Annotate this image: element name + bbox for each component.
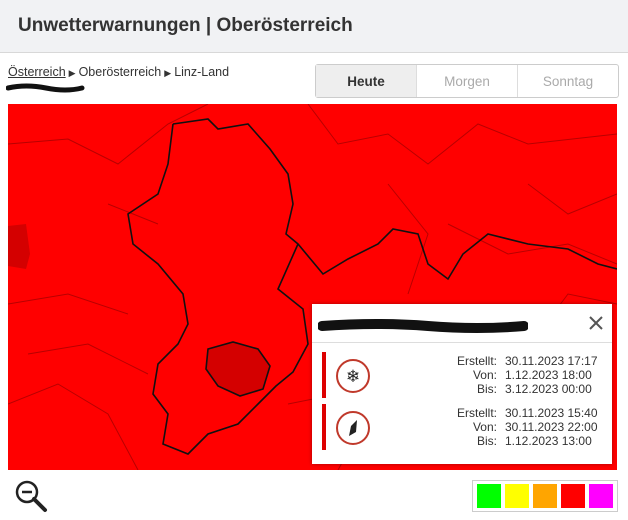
warning: Erstellt: 30.11.2023 15:40 Von: 30.11.2023… [322,404,602,450]
label: Von: [472,368,497,382]
crumb[interactable]: Österreich [8,65,66,79]
day-tabs: Heute Morgen Sonntag [315,64,619,98]
redaction [318,319,528,333]
legend-swatch [533,484,557,508]
value: 30.11.2023 22:00 [505,420,598,434]
warning-popup: ❄ Erstellt: 30.11.2023 17:17 Von: 1.12.202… [312,304,612,464]
legend-swatch [505,484,529,508]
label: Von: [472,420,497,434]
legend [472,480,618,512]
page-title: Unwetterwarnungen | Oberösterreich [18,15,353,36]
close-button[interactable] [588,315,604,331]
zoom-button[interactable] [14,479,48,513]
tab[interactable]: Sonntag [517,65,618,97]
label: Erstellt: [456,354,497,368]
legend-swatch [561,484,585,508]
svg-text:❄: ❄ [346,367,360,386]
value: 3.12.2023 00:00 [505,382,592,396]
label: Bis: [476,434,497,448]
tab[interactable]: Morgen [416,65,517,97]
snow-icon: ❄ [336,359,370,393]
value: 30.11.2023 17:17 [505,354,598,368]
divider [312,342,612,343]
legend-swatch [477,484,501,508]
warning: ❄ Erstellt: 30.11.2023 17:17 Von: 1.12.202… [322,352,602,398]
value: 30.11.2023 15:40 [505,406,598,420]
crumb[interactable]: Oberösterreich [78,65,162,79]
tab[interactable]: Heute [316,65,416,97]
value: 1.12.2023 18:00 [505,368,592,382]
breadcrumb: Österreich ▶ Oberösterreich ▶ Linz-Land [8,65,230,79]
header [0,0,628,53]
label: Bis: [476,382,497,396]
redaction [6,83,85,93]
ice-icon [336,411,370,445]
label: Erstellt: [456,406,497,420]
crumb[interactable]: Linz-Land [174,65,230,79]
legend-swatch [589,484,613,508]
value: 1.12.2023 13:00 [505,434,592,448]
